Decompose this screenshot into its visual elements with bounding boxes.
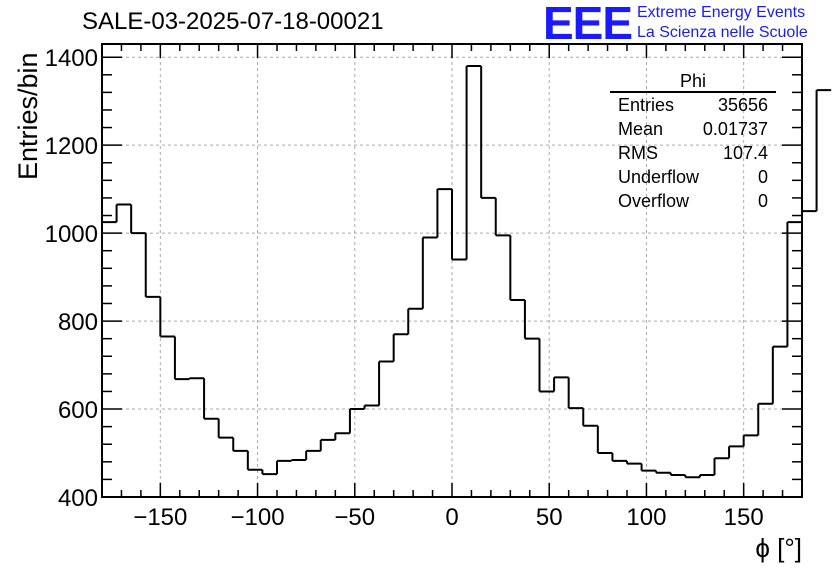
stats-row-rms: RMS 107.4	[610, 141, 776, 165]
stats-title: Phi	[610, 72, 776, 93]
x-tick-label: −100	[231, 504, 285, 531]
histogram-bin	[436, 188, 452, 238]
x-tick-label: 150	[724, 504, 764, 531]
y-tick-label: 400	[58, 485, 98, 512]
y-tick-label: 800	[58, 309, 98, 336]
histogram-bin	[232, 437, 248, 452]
histogram-bin	[115, 203, 132, 223]
eee-logo-line1: Extreme Energy Events	[637, 4, 806, 21]
y-tick-label: 600	[58, 397, 98, 424]
stats-label: Overflow	[618, 191, 690, 211]
x-tick-label: −50	[334, 504, 375, 531]
y-axis-ticks: 400 600 800 1000 1200 1400	[45, 45, 802, 512]
histogram-bin	[290, 459, 307, 462]
stats-value: 0	[757, 191, 768, 211]
stats-value: 35656	[717, 95, 768, 115]
chart-title: SALE-03-2025-07-18-00021	[82, 8, 384, 35]
x-axis-ticks: −150 −100 −50 0 50 100 150	[120, 44, 784, 531]
histogram-bin	[203, 378, 219, 420]
histogram-bin	[611, 453, 627, 462]
histogram-bin	[319, 438, 336, 451]
histogram-bin	[159, 296, 175, 338]
histogram-bin	[757, 402, 773, 436]
histogram-bin	[217, 418, 234, 439]
stats-row-mean: Mean 0.01737	[610, 117, 776, 141]
histogram-bin	[334, 432, 350, 440]
histogram-bin	[655, 470, 671, 474]
histogram-bin	[378, 360, 394, 406]
histogram-bin	[261, 469, 277, 476]
histogram-bin	[640, 463, 657, 472]
histogram-bin	[698, 474, 715, 478]
stats-value: 107.4	[722, 143, 768, 163]
stats-value: 0.01737	[702, 119, 768, 139]
histogram-bars	[102, 64, 832, 479]
histogram-bin	[188, 377, 205, 380]
histogram-bin	[596, 425, 613, 455]
histogram-bin	[669, 472, 686, 477]
histogram-bin	[713, 457, 730, 476]
histogram-bin	[684, 475, 700, 479]
histogram-bin	[421, 236, 438, 309]
x-tick-label: 50	[536, 504, 563, 531]
stats-row-underflow: Underflow 0	[610, 165, 776, 189]
histogram-bin	[538, 338, 555, 393]
stats-box: Phi Entries 35656 Mean 0.01737 RMS 107.4…	[610, 72, 776, 213]
stats-row-overflow: Overflow 0	[610, 189, 776, 213]
histogram-bin	[742, 434, 759, 447]
stats-value: 0	[757, 167, 768, 187]
histogram-bin	[771, 345, 788, 404]
stats-label: RMS	[618, 143, 658, 163]
y-tick-label: 1000	[45, 221, 98, 248]
histogram-bin	[728, 445, 744, 459]
histogram-bin	[567, 377, 584, 410]
stats-row-entries: Entries 35656	[610, 93, 776, 117]
x-tick-label: 0	[445, 504, 458, 531]
histogram-bin	[363, 404, 380, 410]
histogram-bin	[626, 460, 642, 465]
histogram-bin	[144, 233, 161, 298]
histogram-bin	[392, 333, 409, 362]
y-tick-label: 1200	[45, 133, 98, 160]
x-axis-label: ϕ [°]	[755, 533, 802, 563]
histogram-bin	[480, 65, 496, 199]
y-tick-label: 1400	[45, 45, 98, 72]
histogram-bin	[173, 336, 190, 381]
eee-logo-line2: La Scienza nelle Scuole	[637, 24, 808, 41]
histogram-bin	[130, 204, 146, 235]
y-axis-label-wrap: Entries/bin	[13, 52, 43, 180]
eee-logo-mark: EEE	[543, 0, 633, 49]
histogram-bin	[465, 64, 482, 260]
histogram-bin	[523, 299, 540, 340]
stats-label: Entries	[618, 95, 675, 115]
histogram-bin	[407, 307, 423, 335]
histogram-bin	[582, 408, 598, 427]
histogram-bin	[451, 189, 467, 261]
histogram-bin	[305, 449, 321, 461]
stats-label: Mean	[618, 119, 664, 139]
histogram-bin	[553, 376, 569, 392]
stats-label: Underflow	[618, 167, 700, 187]
histogram-bin	[509, 235, 525, 301]
histogram-bin	[494, 197, 511, 237]
histogram-bin	[786, 221, 802, 347]
histogram-bin	[276, 459, 292, 475]
x-tick-label: −150	[133, 504, 187, 531]
histogram-bin	[801, 210, 817, 223]
histogram-bin	[246, 450, 263, 471]
y-axis-label: Entries/bin	[13, 52, 43, 180]
x-tick-label: 100	[626, 504, 666, 531]
histogram-bin	[348, 408, 365, 434]
histogram-bin	[815, 89, 832, 212]
